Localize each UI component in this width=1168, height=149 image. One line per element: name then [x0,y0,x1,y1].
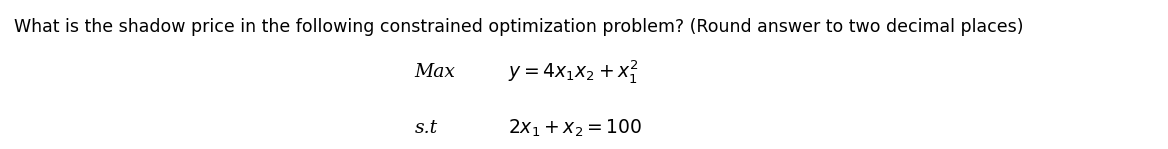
Text: What is the shadow price in the following constrained optimization problem? (Rou: What is the shadow price in the followin… [14,18,1023,36]
Text: Max: Max [415,63,456,80]
Text: s.t: s.t [415,119,438,137]
Text: $2x_1 + x_2 = 100$: $2x_1 + x_2 = 100$ [508,118,642,139]
Text: $y = 4x_1x_2 + x_1^2$: $y = 4x_1x_2 + x_1^2$ [508,58,639,85]
